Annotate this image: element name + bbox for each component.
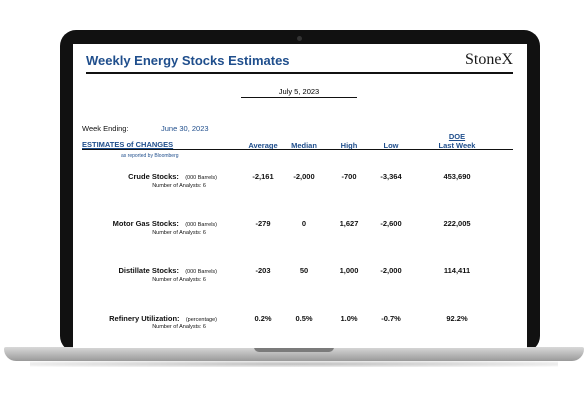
row-analysts: Number of Analysts: 6 [152,277,206,283]
row-analysts: Number of Analysts: 6 [152,324,206,330]
row-unit: (000 Barrels) [185,269,217,275]
cell-median: 50 [299,266,309,275]
row-name: Crude Stocks: [128,172,179,181]
laptop-shadow [30,361,558,367]
report-title: Weekly Energy Stocks Estimates [86,53,290,68]
cell-doe: 453,690 [443,172,471,181]
row-name: Refinery Utilization: [109,314,180,323]
row-analysts: Number of Analysts: 6 [152,230,206,236]
row-unit: (000 Barrels) [185,175,217,181]
week-ending-label: Week Ending: [82,124,129,133]
cell-low: -2,000 [380,266,402,275]
col-header-doe: DOE [448,132,466,141]
row-label: Distillate Stocks: (000 Barrels) [82,266,218,275]
camera-icon [297,36,302,41]
cell-high: -700 [341,172,357,181]
col-header-median: Median [291,141,317,150]
laptop-notch [254,347,334,352]
cell-low: -3,364 [380,172,402,181]
row-label: Motor Gas Stocks: (000 Barrels) [82,219,217,228]
col-header-high: High [340,141,358,150]
cell-average: -203 [255,266,271,275]
laptop-screen: Weekly Energy Stocks Estimates StoneX Ju… [73,44,527,348]
title-divider [86,72,513,74]
cell-low: -0.7% [381,314,401,323]
cell-average: -279 [255,219,271,228]
row-unit: (percentage) [185,317,217,323]
brand-logo: StoneX [465,51,513,68]
col-header-average: Average [248,141,278,150]
cell-high: 1,627 [339,219,359,228]
row-label: Refinery Utilization: (percentage) [82,314,217,323]
report-date: July 5, 2023 [241,87,357,98]
row-unit: (000 Barrels) [185,222,217,228]
cell-median: 0 [301,219,307,228]
cell-median: 0.5% [295,314,313,323]
cell-doe: 92.2% [446,314,468,323]
laptop-base [4,347,584,361]
row-label: Crude Stocks: (000 Barrels) [82,172,217,181]
cell-average: 0.2% [254,314,272,323]
cell-doe: 114,411 [443,266,471,275]
estimates-header: ESTIMATES of CHANGES [82,140,174,149]
cell-high: 1,000 [339,266,359,275]
week-ending-value: June 30, 2023 [161,124,209,133]
cell-high: 1.0% [340,314,358,323]
row-analysts: Number of Analysts: 6 [152,183,206,189]
estimates-source: as reported by Bloomberg [121,153,179,159]
header-divider [82,149,513,150]
cell-doe: 222,005 [443,219,471,228]
col-header-low: Low [383,141,399,150]
cell-average: -2,161 [252,172,274,181]
row-name: Motor Gas Stocks: [112,219,179,228]
cell-low: -2,600 [380,219,402,228]
col-header-doe-last-week: Last Week [438,141,476,150]
cell-median: -2,000 [293,172,315,181]
row-name: Distillate Stocks: [118,266,179,275]
